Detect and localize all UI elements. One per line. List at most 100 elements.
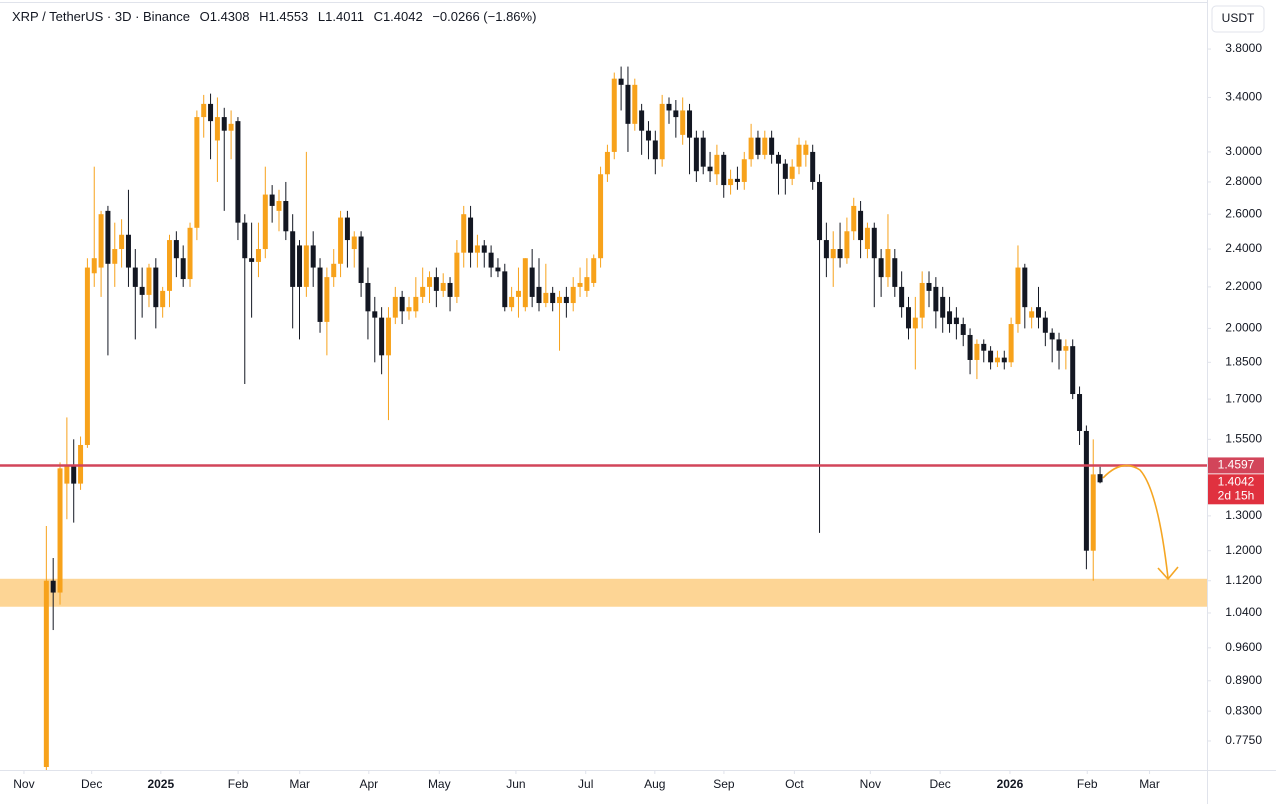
y-tick-label: 0.8900 [1225,673,1262,687]
candle-body [269,194,275,206]
support-zone [0,578,1207,607]
candle-body [502,271,508,308]
y-tick-label: 2.8000 [1225,174,1262,188]
candle-body [440,282,446,291]
candle-body [741,159,747,182]
candle-body [509,296,515,308]
candle-body [1008,324,1014,363]
candle-body [290,231,296,287]
candle-body [255,249,261,262]
candle-body [351,236,357,250]
candle-body [1035,307,1041,318]
y-tick-label: 1.1200 [1225,573,1262,587]
candle-body [625,84,631,124]
y-tick-label: 3.8000 [1225,41,1262,55]
candle-body [1015,267,1021,325]
currency-button[interactable] [1211,5,1265,33]
candle-body [324,277,330,322]
candle-body [577,282,583,287]
y-tick-label: 2.0000 [1225,321,1262,335]
y-tick-label: 0.7750 [1225,733,1262,747]
candle-body [926,282,932,291]
candle-body [358,236,364,283]
candle-body [844,231,850,259]
candle-body [536,286,542,304]
y-tick-label: 2.6000 [1225,206,1262,220]
candle-body [262,194,268,250]
x-tick-label: Oct [785,777,804,791]
candle-body [550,292,556,304]
candle-body [810,151,816,182]
y-tick-label: 3.0000 [1225,144,1262,158]
x-tick-label: Nov [860,777,881,791]
candle-body [919,282,925,318]
plot-area [0,66,1207,770]
candle-body [851,205,857,232]
candle-body [201,103,207,118]
projection-arrow [1102,464,1179,581]
candle-body [379,317,385,356]
candle-body [988,350,994,363]
candle-body [782,163,788,179]
candle-body [1042,317,1048,333]
candle-body [974,343,980,360]
candle-body [461,214,467,253]
candle-body [105,210,111,264]
low: L1.4011 [318,9,364,24]
candle-body [871,227,877,259]
candle-body [139,286,145,295]
candle-body [146,267,152,295]
open: O1.4308 [200,9,250,24]
candle-body [1029,311,1035,318]
candle-body [543,292,549,304]
candle-body [652,140,658,160]
price-line-tag [1208,457,1264,474]
candle-body [228,123,234,131]
y-tick-label: 3.4000 [1225,90,1262,104]
candle-body [714,154,720,175]
candle-body [858,210,864,241]
y-tick-label: 1.5500 [1225,431,1262,445]
candle-body [276,201,282,211]
x-tick-label: Nov [13,777,34,791]
candle-body [522,258,528,308]
candle-body [119,234,125,250]
candle-body [687,110,693,138]
candle-body [91,258,97,274]
candle-body [1001,357,1007,363]
candle-body [180,258,186,280]
x-tick-label: Mar [1139,777,1160,791]
candle-body [249,258,255,262]
candle-body [1077,394,1083,431]
y-tick-label: 0.9600 [1225,640,1262,654]
y-tick-label: 1.0400 [1225,605,1262,619]
candle-body [1063,346,1069,351]
candle-body [563,296,569,304]
candle-body [98,214,104,268]
candle-body [618,78,624,85]
candle-body [399,296,405,312]
currency[interactable]: USDT [1222,11,1255,25]
candle-body [707,166,713,172]
change: −0.0266 (−1.86%) [432,9,536,24]
candle-body [372,311,378,318]
candle-body [283,201,289,232]
last-price-tag [1208,474,1264,505]
y-tick-label: 1.7000 [1225,391,1262,405]
candle-body [755,137,761,155]
candle-body [789,166,795,179]
candle-body [338,217,344,264]
candle-body [344,217,350,241]
candle-body [953,317,959,325]
candle-body [208,103,214,122]
y-tick-label: 1.8500 [1225,354,1262,368]
candle-body [803,144,809,155]
candle-body [1022,267,1028,308]
symbol: XRP / TetherUS · 3D · Binance [12,9,190,24]
candle-body [187,227,193,280]
candle-body [905,307,911,329]
candle-body [1083,430,1089,551]
arrow-curve [1102,464,1169,579]
